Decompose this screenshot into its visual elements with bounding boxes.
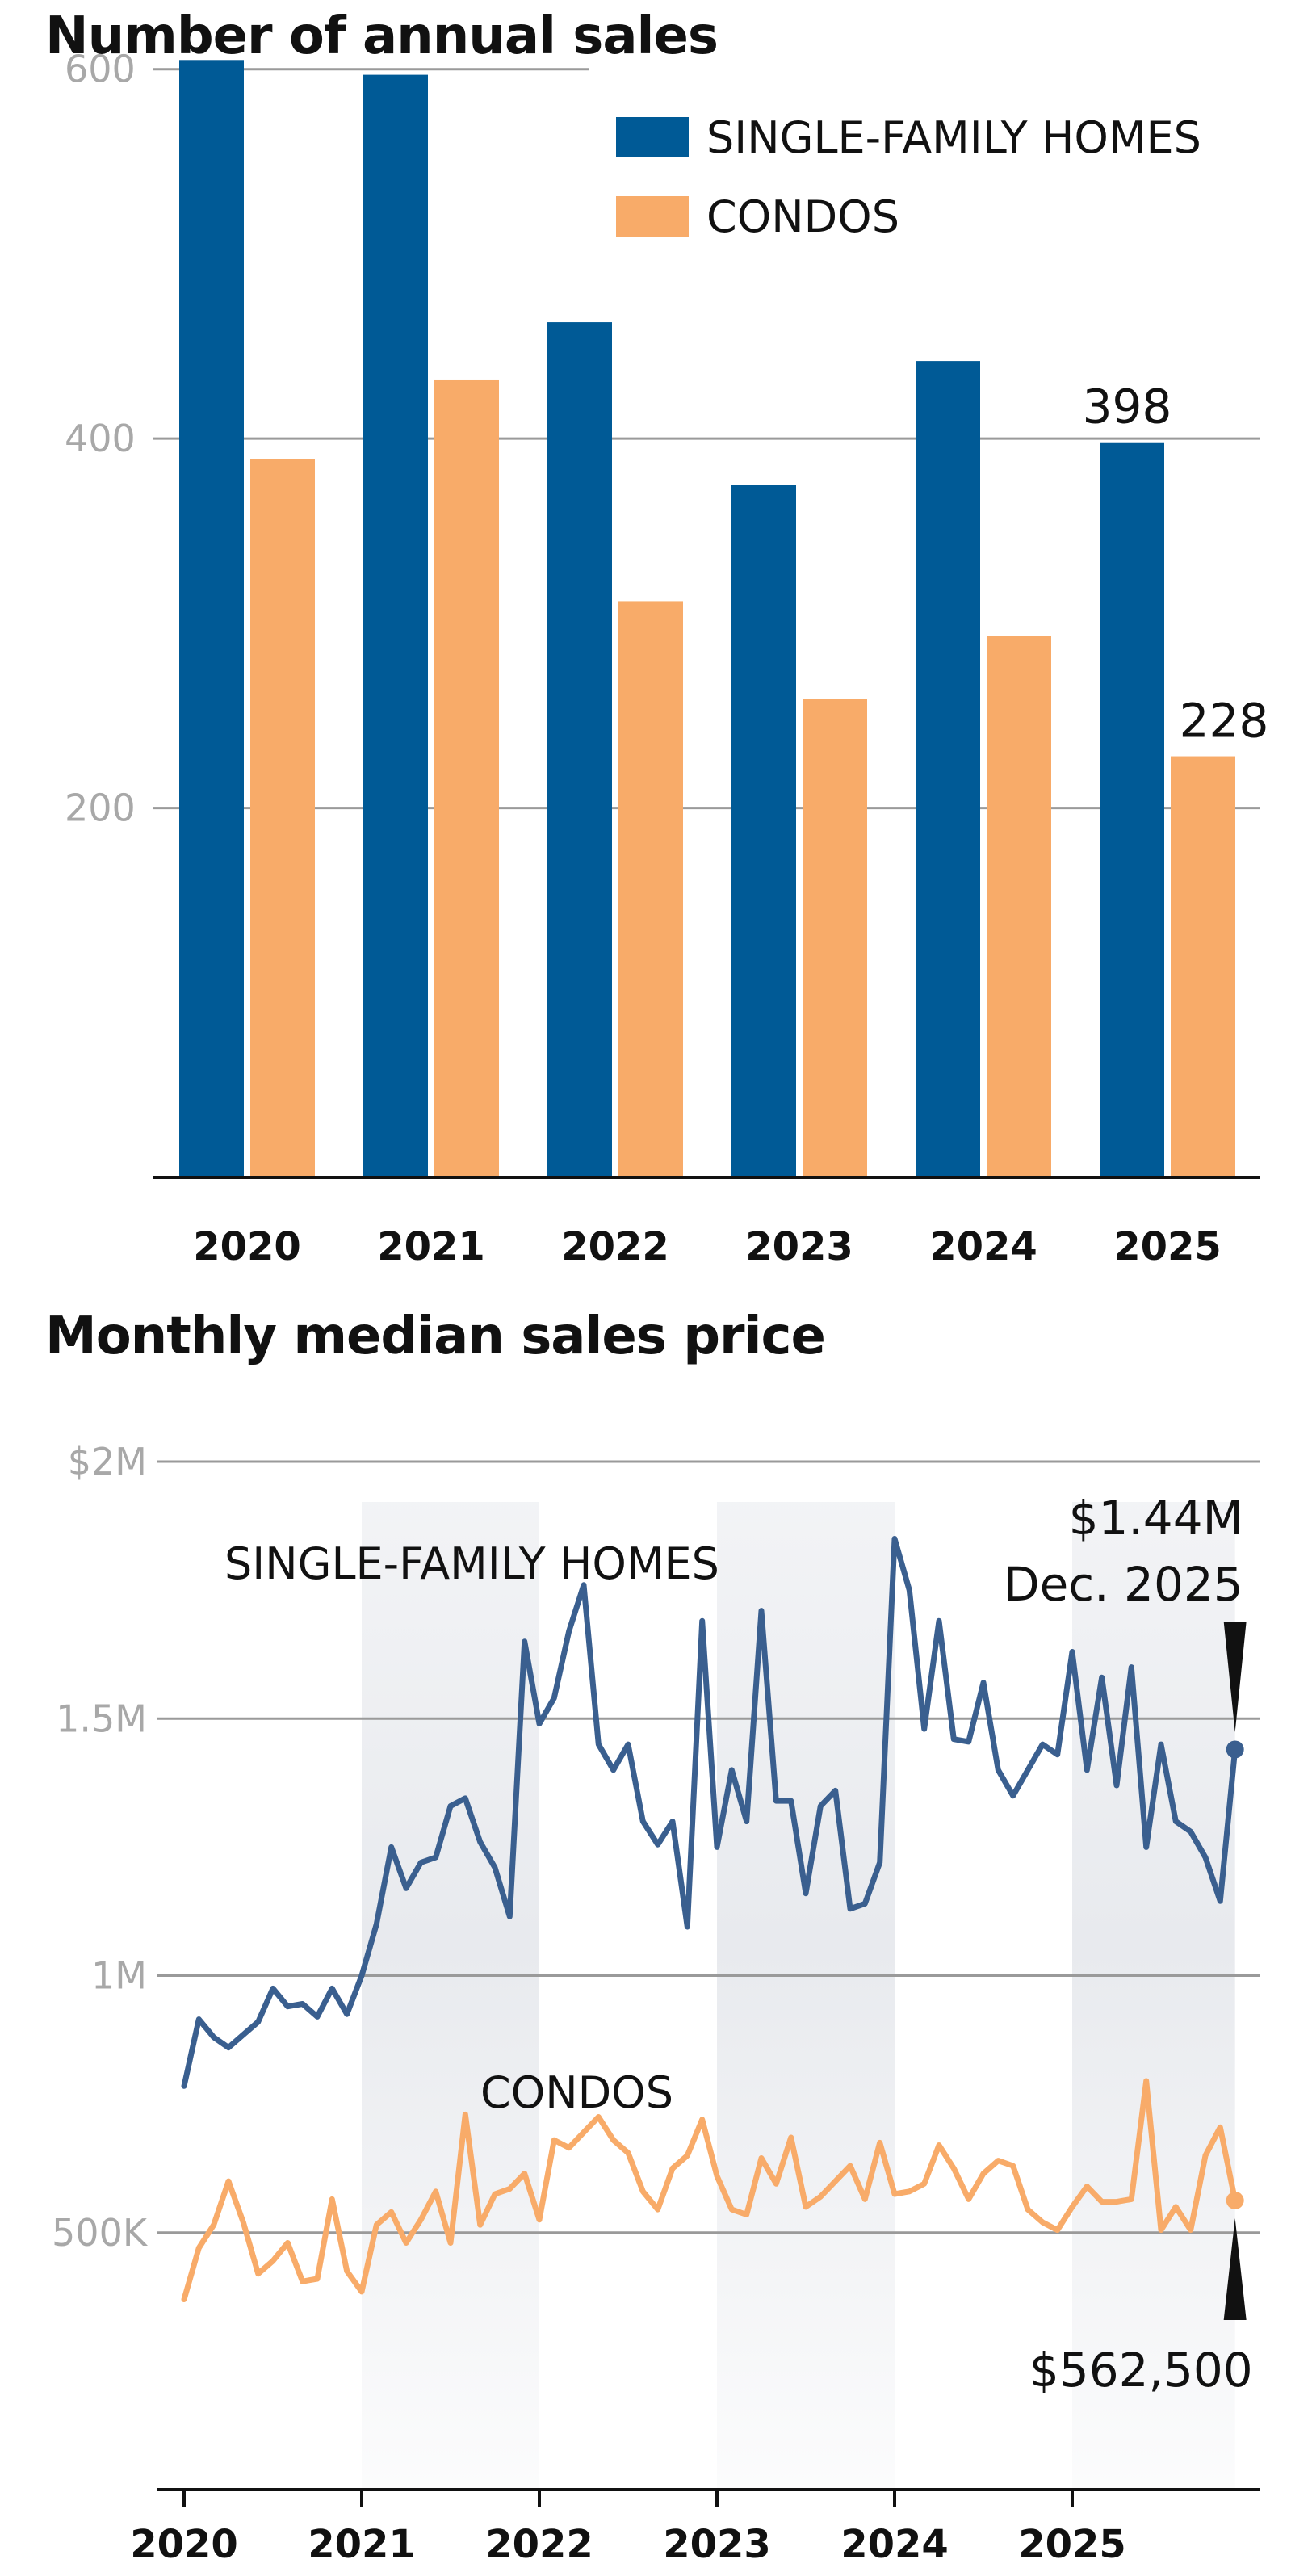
- x-tick-label: 2025: [1113, 1224, 1222, 1269]
- x-tick-label: 2025: [1018, 2522, 1126, 2567]
- data-label-2025-condos: 228: [1180, 694, 1269, 749]
- shaded-band-2025: [1072, 1502, 1235, 2490]
- legend-label-single-family: SINGLE-FAMILY HOMES: [706, 112, 1201, 163]
- bar-single-family-2020: [179, 60, 244, 1178]
- x-tick-label: 2023: [663, 2522, 771, 2567]
- line-chart: 500K 1M 1.5M $2M 2020 2021 2022 2023 2024 2025 SIN…: [52, 1440, 1260, 2567]
- x-tick-label: 2024: [929, 1224, 1037, 1269]
- x-tick-label: 2020: [130, 2522, 238, 2567]
- x-tick-label: 2021: [377, 1224, 485, 1269]
- annotation-condos-value: $562,500: [1029, 2343, 1253, 2398]
- x-tick-label: 2022: [561, 1224, 669, 1269]
- bar-single-family-2024: [916, 361, 980, 1177]
- x-tick-label: 2023: [745, 1224, 853, 1269]
- bar-single-family-2021: [363, 74, 428, 1177]
- x-tick-label: 2020: [193, 1224, 301, 1269]
- x-tick-label: 2024: [840, 2522, 949, 2567]
- bar-condos-2024: [987, 636, 1051, 1177]
- annotation-single-family-value: $1.44M: [1069, 1491, 1243, 1546]
- y-tick-label: 1M: [91, 1954, 147, 1998]
- bar-condos-2022: [618, 601, 683, 1177]
- line-series-single-family: [181, 1536, 1239, 2089]
- bar-condos-2025: [1171, 756, 1235, 1177]
- y-tick-label: 500K: [52, 2211, 149, 2255]
- y-tick-label: 200: [65, 787, 136, 830]
- bar-condos-2021: [434, 379, 499, 1177]
- shaded-band-2023: [717, 1502, 895, 2490]
- data-label-2025-single-family: 398: [1083, 380, 1172, 434]
- y-tick-label: 600: [65, 48, 136, 91]
- bar-condos-2023: [803, 699, 867, 1177]
- series-label-single-family: SINGLE-FAMILY HOMES: [224, 1538, 719, 1589]
- y-tick-label: 400: [65, 417, 136, 460]
- annotation-single-family-date: Dec. 2025: [1004, 1557, 1243, 1612]
- legend-label-condos: CONDOS: [706, 191, 899, 242]
- bar-single-family-2023: [731, 485, 796, 1177]
- pointer-triangle-single-family: [1223, 1622, 1247, 1732]
- pointer-triangle-condos: [1223, 2217, 1247, 2320]
- x-tick-label: 2022: [485, 2522, 593, 2567]
- shaded-band-2021: [362, 1502, 539, 2490]
- line-chart-title: Monthly median sales price: [45, 1307, 826, 1366]
- bar-single-family-2025: [1100, 442, 1164, 1177]
- bar-condos-2020: [250, 459, 315, 1177]
- legend-swatch-single-family: [616, 117, 689, 157]
- end-point-condos: [1226, 2191, 1244, 2209]
- y-tick-label: 1.5M: [56, 1697, 147, 1740]
- end-point-single-family: [1226, 1740, 1244, 1759]
- bar-single-family-2022: [547, 322, 612, 1177]
- bar-chart-title: Number of annual sales: [45, 6, 719, 66]
- series-label-condos: CONDOS: [480, 2067, 673, 2118]
- x-tick-label: 2021: [308, 2522, 416, 2567]
- legend-swatch-condos: [616, 196, 689, 237]
- bar-chart: 200 400 600 2020 2021 2022 2023 2024 2025 SINGLE-…: [65, 48, 1269, 1269]
- line-series-condos: [181, 2078, 1239, 2302]
- y-tick-label: $2M: [68, 1440, 147, 1483]
